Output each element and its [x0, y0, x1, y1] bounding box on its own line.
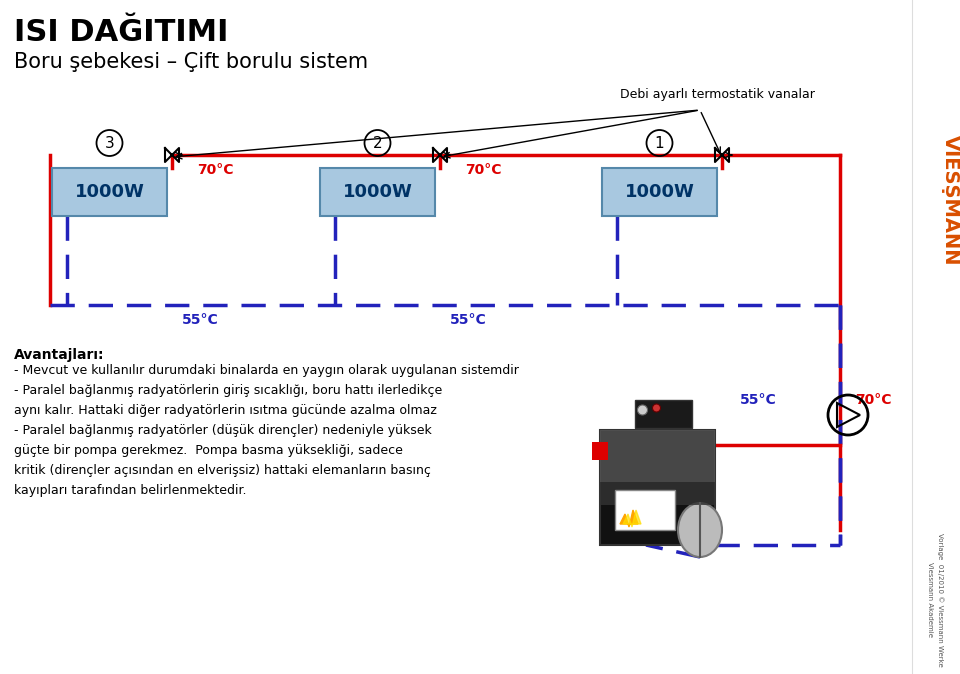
Text: VIESṢMANN: VIESṢMANN: [941, 135, 959, 266]
Text: 55°C: 55°C: [450, 313, 487, 327]
Bar: [592, 442, 608, 460]
Text: 55°C: 55°C: [182, 313, 219, 327]
Text: 70°C: 70°C: [465, 163, 501, 177]
Text: ISI DAĞITIMI: ISI DAĞITIMI: [14, 18, 228, 47]
Circle shape: [637, 405, 647, 415]
Text: 1: 1: [655, 135, 664, 150]
Polygon shape: [623, 510, 641, 527]
Polygon shape: [620, 510, 638, 527]
Bar: [635, 400, 692, 428]
Text: 1000W: 1000W: [625, 183, 694, 201]
Text: Avantajları:: Avantajları:: [14, 348, 105, 362]
Text: kayıpları tarafından belirlenmektedir.: kayıpları tarafından belirlenmektedir.: [14, 484, 247, 497]
Circle shape: [653, 404, 660, 412]
Text: 2: 2: [372, 135, 382, 150]
FancyBboxPatch shape: [602, 168, 717, 216]
FancyBboxPatch shape: [320, 168, 435, 216]
Text: Boru şebekesi – Çift borulu sistem: Boru şebekesi – Çift borulu sistem: [14, 52, 368, 72]
Text: 70°C: 70°C: [197, 163, 233, 177]
Text: 1000W: 1000W: [75, 183, 144, 201]
Text: - Mevcut ve kullanılır durumdaki binalarda en yaygın olarak uygulanan sistemdir: - Mevcut ve kullanılır durumdaki binalar…: [14, 364, 518, 377]
Text: kritik (dirençler açısından en elverişsiz) hattaki elemanların basınç: kritik (dirençler açısından en elverişsi…: [14, 464, 431, 477]
Text: - Paralel bağlanmış radyatörler (düşük dirençler) nedeniyle yüksek: - Paralel bağlanmış radyatörler (düşük d…: [14, 424, 432, 437]
Text: 55°C: 55°C: [740, 393, 777, 407]
Bar: [600, 482, 715, 505]
Bar: [615, 490, 675, 530]
Text: 3: 3: [105, 135, 114, 150]
Bar: [600, 430, 715, 545]
Text: Viessmann Akademie: Viessmann Akademie: [927, 563, 933, 638]
Text: Debi ayarlı termostatik vanalar: Debi ayarlı termostatik vanalar: [620, 88, 815, 101]
Text: güçte bir pompa gerekmez.  Pompa basma yüksekliği, sadece: güçte bir pompa gerekmez. Pompa basma yü…: [14, 444, 403, 457]
Text: aynı kalır. Hattaki diğer radyatörlerin ısıtma gücünde azalma olmaz: aynı kalır. Hattaki diğer radyatörlerin …: [14, 404, 437, 417]
Text: 1000W: 1000W: [343, 183, 413, 201]
Text: 70°C: 70°C: [855, 393, 892, 407]
Text: Vorlage  01/2010 © Viessmann Werke: Vorlage 01/2010 © Viessmann Werke: [937, 533, 944, 667]
Bar: [912, 0, 960, 674]
FancyBboxPatch shape: [52, 168, 167, 216]
Ellipse shape: [678, 503, 722, 557]
Text: - Paralel bağlanmış radyatörlerin giriş sıcaklığı, boru hattı ilerledikçe: - Paralel bağlanmış radyatörlerin giriş …: [14, 384, 443, 397]
Bar: [600, 430, 715, 482]
